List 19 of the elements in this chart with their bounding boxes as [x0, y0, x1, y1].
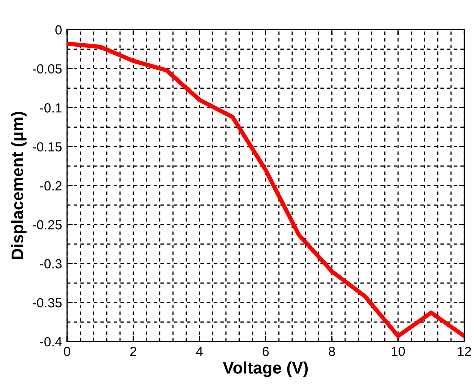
x-axis-title: Voltage (V) [223, 362, 308, 378]
y-tick-label: -0.15 [32, 142, 62, 152]
y-tick-label: -0.05 [32, 64, 62, 74]
y-tick-label: -0.2 [40, 181, 62, 191]
y-tick-label: -0.25 [32, 220, 62, 230]
y-tick-label: -0.3 [40, 259, 62, 269]
line-series [67, 42, 465, 338]
x-tick-label: 4 [196, 347, 203, 356]
y-tick-label: -0.4 [40, 337, 62, 347]
x-tick-label: 8 [329, 346, 336, 356]
x-tick-label: 12 [458, 346, 472, 356]
x-tick-label: 6 [262, 346, 270, 356]
y-tick-label: -0.1 [40, 103, 62, 113]
y-axis-title: Displacement (μm) [11, 112, 27, 260]
y-tick-label: -0.35 [32, 298, 62, 308]
x-tick-label: 10 [392, 346, 406, 356]
x-tick-label: 2 [130, 346, 137, 356]
y-tick-label: 0 [56, 26, 62, 35]
x-tick-label: 0 [64, 346, 70, 356]
